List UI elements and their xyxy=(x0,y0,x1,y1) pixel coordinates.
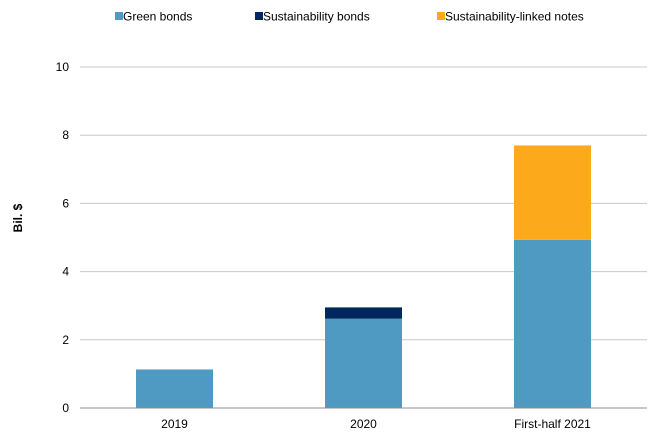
legend-swatch xyxy=(437,12,445,20)
y-tick-label: 6 xyxy=(62,196,69,210)
y-tick-label: 4 xyxy=(62,265,69,279)
y-tick-label: 10 xyxy=(56,60,70,74)
x-tick-label: 2020 xyxy=(350,417,377,431)
legend-swatch xyxy=(255,12,263,20)
legend-label: Sustainability-linked notes xyxy=(445,10,584,24)
y-tick-label: 8 xyxy=(62,128,69,142)
bar-green-bonds-2020 xyxy=(325,318,402,408)
legend-item-sustainability-linked-notes: Sustainability-linked notes xyxy=(437,10,584,24)
x-tick-label: First-half 2021 xyxy=(514,417,591,431)
bars xyxy=(136,145,591,408)
legend-swatch xyxy=(115,12,123,20)
legend-label: Sustainability bonds xyxy=(263,10,370,24)
legend-label: Green bonds xyxy=(123,10,192,24)
bar-sustainability-bonds-2020 xyxy=(325,307,402,319)
y-tick-labels: 0 2 4 6 8 10 xyxy=(56,60,70,415)
legend: Green bonds Sustainability bonds Sustainab… xyxy=(115,10,584,24)
legend-item-sustainability-bonds: Sustainability bonds xyxy=(255,10,370,24)
y-tick-label: 0 xyxy=(62,401,69,415)
y-tick-label: 2 xyxy=(62,333,69,347)
bar-sustainability-linked-notes-first-half-2021 xyxy=(514,145,591,240)
x-tick-label: 2019 xyxy=(161,417,188,431)
bar-green-bonds-first-half-2021 xyxy=(514,239,591,408)
legend-item-green-bonds: Green bonds xyxy=(115,10,192,24)
bar-green-bonds-2019 xyxy=(136,369,213,408)
y-axis-label: Bil. $ xyxy=(11,203,25,232)
x-tick-labels: 2019 2020 First-half 2021 xyxy=(161,417,591,431)
